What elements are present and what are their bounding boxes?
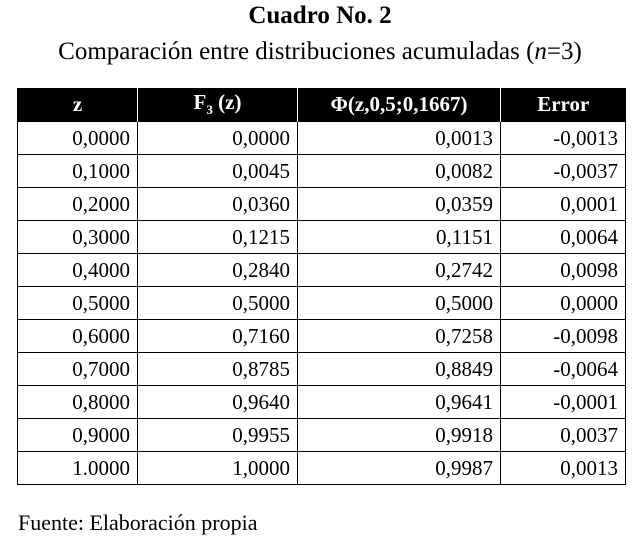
subtitle-text: Comparación entre distribuciones acumula… (58, 38, 535, 65)
header-cell: Φ(z,0,5;0,1667) (297, 88, 501, 122)
table-cell: 0,0000 (137, 121, 298, 155)
subtitle-text: =3) (546, 38, 582, 65)
header-text: F (193, 90, 207, 115)
subtitle: Comparación entre distribuciones acumula… (0, 38, 640, 66)
table-cell: 0,9987 (297, 451, 501, 485)
table-cell: 0,7160 (137, 319, 298, 353)
table-cell: -0,0064 (500, 352, 626, 386)
table-cell: 0,8785 (137, 352, 298, 386)
table-row: 0,5000 0,5000 0,5000 0,0000 (17, 286, 626, 320)
table-cell: 0,9955 (137, 418, 298, 452)
header-text: (z) (212, 90, 242, 115)
table-cell: 0,0000 (500, 286, 626, 320)
header-cell: z (17, 88, 138, 122)
table-cell: 0,4000 (17, 253, 138, 287)
table-row: 0,3000 0,1215 0,1151 0,0064 (17, 220, 626, 254)
table-row: 0,9000 0,9955 0,9918 0,0037 (17, 418, 626, 452)
header-text: 3 (206, 102, 213, 118)
table-cell: 0,0064 (500, 220, 626, 254)
table-cell: 0,0001 (500, 187, 626, 221)
title: Cuadro No. 2 (248, 2, 392, 29)
table-cell: 0,1000 (17, 154, 138, 188)
table-row: 0,1000 0,0045 0,0082 -0,0037 (17, 154, 626, 188)
table-row: 0,4000 0,2840 0,2742 0,0098 (17, 253, 626, 287)
table-cell: 0,5000 (17, 286, 138, 320)
table-cell: -0,0001 (500, 385, 626, 419)
table-cell: 0,0098 (500, 253, 626, 287)
table-row: 0,8000 0,9640 0,9641 -0,0001 (17, 385, 626, 419)
table-cell: 0,9641 (297, 385, 501, 419)
table-cell: 0,0359 (297, 187, 501, 221)
header-row: z F3 (z) Φ(z,0,5;0,1667) Error (17, 88, 626, 122)
table-cell: 0,2840 (137, 253, 298, 287)
table-cell: 0,9000 (17, 418, 138, 452)
header-text: Φ(z,0,5;0,1667) (330, 92, 468, 116)
table-cell: 0,5000 (297, 286, 501, 320)
table-row: 0,2000 0,0360 0,0359 0,0001 (17, 187, 626, 221)
table-cell: 0,0045 (137, 154, 298, 188)
table-cell: 1,0000 (137, 451, 298, 485)
table-cell: 0,3000 (17, 220, 138, 254)
table-cell: 0,0360 (137, 187, 298, 221)
table-cell: 0,1215 (137, 220, 298, 254)
footer: Fuente: Elaboración propia (18, 510, 258, 535)
table-cell: 0,1151 (297, 220, 501, 254)
table-row: 1.0000 1,0000 0,9987 0,0013 (17, 451, 626, 485)
subtitle-n: n (534, 38, 547, 65)
table-cell: 0,2000 (17, 187, 138, 221)
table-cell: 0,7000 (17, 352, 138, 386)
table-cell: 1.0000 (17, 451, 138, 485)
table-cell: 0,0082 (297, 154, 501, 188)
table-row: 0,6000 0,7160 0,7258 -0,0098 (17, 319, 626, 353)
table-cell: 0,0037 (500, 418, 626, 452)
table-cell: -0,0013 (500, 121, 626, 155)
table-cell: 0,0013 (297, 121, 501, 155)
table-cell: -0,0037 (500, 154, 626, 188)
table-cell: 0,0013 (500, 451, 626, 485)
header-cell: F3 (z) (137, 88, 298, 122)
table-cell: 0,5000 (137, 286, 298, 320)
table-cell: 0,8849 (297, 352, 501, 386)
table-cell: 0,9918 (297, 418, 501, 452)
table-row: 0,7000 0,8785 0,8849 -0,0064 (17, 352, 626, 386)
table-row: 0,0000 0,0000 0,0013 -0,0013 (17, 121, 626, 155)
header-cell: Error (500, 88, 626, 122)
table-body: 0,0000 0,0000 0,0013 -0,0013 0,1000 0,0045 0,0… (17, 121, 626, 485)
table-cell: 0,6000 (17, 319, 138, 353)
table-cell: -0,0098 (500, 319, 626, 353)
header-text: Error (537, 92, 590, 116)
header-text: z (72, 92, 83, 116)
table-cell: 0,8000 (17, 385, 138, 419)
table-cell: 0,7258 (297, 319, 501, 353)
table-cell: 0,2742 (297, 253, 501, 287)
table-cell: 0,0000 (17, 121, 138, 155)
table: z F3 (z) Φ(z,0,5;0,1667) Error 0,0000 0,0000… (17, 88, 626, 485)
table-cell: 0,9640 (137, 385, 298, 419)
